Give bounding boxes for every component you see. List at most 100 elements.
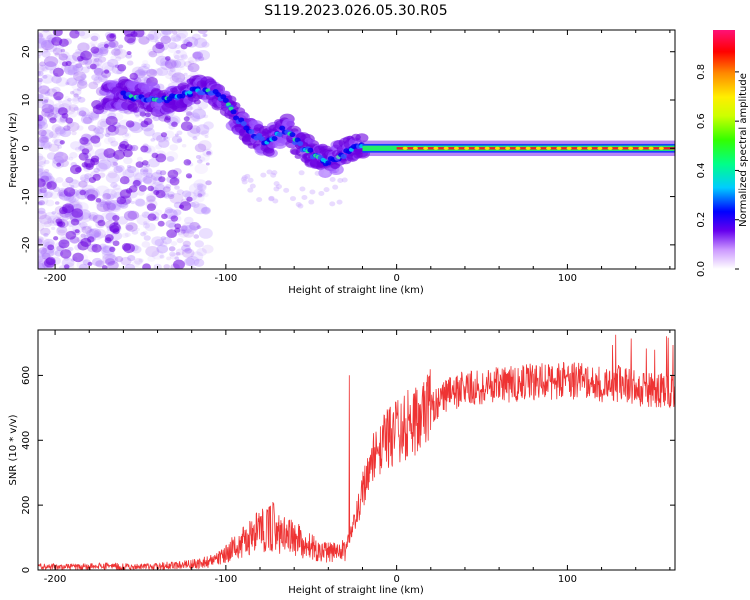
noise-blob [138,118,143,122]
noise-blob [43,221,52,228]
zero-band-peak [494,146,500,150]
noise-blob-strong [155,41,164,50]
noise-blob [43,232,49,238]
noise-blob-strong [38,114,44,122]
noise-blob [42,142,51,149]
noise-blob [78,30,86,37]
ridge-core [222,97,229,103]
noise-blob [203,33,208,37]
noise-blob [192,136,198,141]
noise-blob [78,180,88,188]
noise-blob [191,33,201,41]
noise-blob [90,35,99,42]
noise-blob [61,180,71,188]
noise-blob [77,96,82,100]
noise-blob [38,135,49,144]
noise-blob [113,46,121,51]
noise-blob [167,66,181,78]
zero-band-peak [556,146,562,150]
noise-blob [160,30,173,36]
noise-blob [337,178,344,184]
colorbar: 0.0 0.2 0.4 0.6 0.8 Normalized spectral ampl… [696,30,749,277]
noise-blob [38,118,46,129]
noise-blob [53,151,69,163]
noise-blob [197,190,205,197]
snr-axes: -200 -100 0 100 0 200 400 600 [21,329,676,585]
noise-blob [174,256,180,261]
snr-y-tick-label: 600 [21,366,32,385]
noise-blob [173,35,182,42]
noise-blob [65,82,70,86]
noise-blob [57,229,66,236]
noise-blob [322,171,329,177]
noise-blob-strong [109,222,121,233]
ridge-halo [223,90,231,96]
noise-blob [95,127,104,134]
noise-blob [147,255,156,262]
spectrogram-y-tick-label: 20 [21,45,32,58]
noise-blob [183,61,192,68]
zero-band-peak [628,146,634,150]
noise-blob [60,48,66,53]
noise-blob [38,255,44,264]
noise-blob [115,164,125,172]
noise-blob [61,51,70,58]
noise-blob [56,225,68,234]
noise-blob [38,51,44,56]
noise-blob [78,110,87,117]
noise-blob [113,165,123,174]
noise-blob [84,227,94,235]
noise-blob [183,216,194,225]
spectrogram-x-tick-label: -100 [215,273,238,284]
noise-blob-strong [123,243,135,254]
noise-blob [153,31,159,35]
noise-blob [195,124,210,135]
noise-blob [70,141,82,150]
noise-blob [38,253,46,262]
noise-blob [93,67,104,76]
noise-blob [106,193,115,200]
noise-blob [130,200,135,205]
noise-blob [38,262,46,269]
noise-blob [184,247,192,254]
noise-blob [76,125,84,131]
colorbar-tick-label: 0.0 [696,261,707,277]
zero-band-peak [474,146,480,150]
noise-blob-strong [128,185,138,193]
noise-blob [148,50,158,58]
noise-blob-strong [125,120,135,128]
noise-blob [147,30,162,41]
noise-blob [329,177,336,183]
noise-blob [100,211,114,222]
noise-blob [38,121,49,130]
noise-blob [62,214,70,221]
noise-blob [271,170,278,176]
noise-blob-strong [185,173,193,179]
noise-blob [60,64,71,73]
noise-blob [336,167,343,173]
zero-band-peak [658,146,664,150]
noise-blob [76,107,90,118]
noise-blob [58,53,68,61]
noise-blob [111,231,123,241]
noise-blob [125,222,138,232]
noise-blob [241,179,248,185]
noise-blob [81,66,90,74]
noise-blob [38,214,52,225]
noise-blob [181,248,195,259]
noise-blob-strong [103,148,116,159]
noise-blob [89,228,94,232]
noise-blob [205,151,212,156]
noise-blob [38,210,47,220]
noise-blob [38,122,42,127]
noise-blob [96,162,108,172]
noise-blob [193,258,205,267]
noise-blob [45,199,55,207]
noise-blob [174,185,180,190]
noise-blob [167,46,177,53]
noise-blob-strong [112,214,120,222]
noise-blob-strong [145,112,152,118]
noise-blob [56,77,69,87]
noise-blob [197,184,207,192]
noise-blob [202,33,208,38]
